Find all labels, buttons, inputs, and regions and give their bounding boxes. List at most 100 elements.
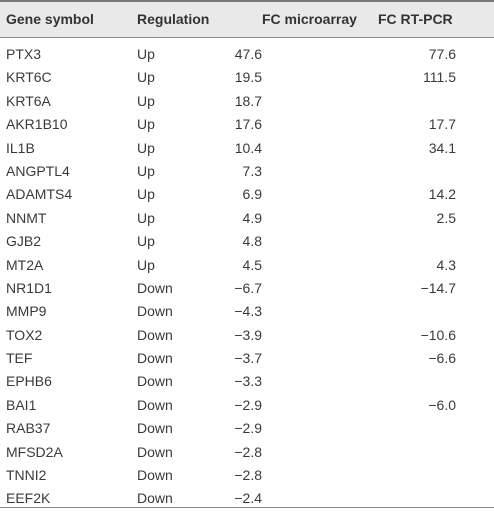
cell-gene-symbol: KRT6A [6,92,51,109]
cell-fc-microarray: −4.3 [234,303,262,320]
cell-fc-microarray: 6.9 [242,186,262,203]
cell-fc-rtpcr: −10.6 [420,326,456,343]
table-row: ANGPTL4 Up 7.3 [0,160,494,183]
table-row: AKR1B10 Up 17.6 17.7 [0,113,494,136]
cell-fc-microarray: 19.5 [234,69,262,86]
table-row: TOX2 Down −3.9 −10.6 [0,324,494,347]
cell-fc-rtpcr: 34.1 [428,139,456,156]
table-row: MFSD2A Down −2.8 [0,441,494,464]
cell-fc-microarray: −2.4 [234,490,262,507]
cell-gene-symbol: PTX3 [6,46,42,62]
cell-regulation: Up [137,162,155,179]
cell-regulation: Down [137,490,173,507]
cell-regulation: Down [137,279,173,296]
cell-fc-rtpcr: −14.7 [420,279,456,296]
cell-fc-rtpcr: −6.0 [428,396,456,413]
cell-regulation: Up [137,116,155,133]
cell-gene-symbol: MT2A [6,256,44,273]
cell-fc-rtpcr: 14.2 [428,186,456,203]
table-header-row: Gene symbol Regulation FC microarray FC … [0,2,494,37]
header-gene-symbol: Gene symbol [6,11,94,27]
cell-fc-microarray: 7.3 [242,162,262,179]
cell-fc-rtpcr: 111.5 [423,69,456,86]
cell-gene-symbol: MMP9 [6,303,47,320]
cell-gene-symbol: RAB37 [6,420,51,437]
cell-fc-rtpcr: 17.7 [428,116,456,133]
cell-fc-microarray: 18.7 [234,92,262,109]
table-row: TEF Down −3.7 −6.6 [0,347,494,370]
table-body: PTX3 Up 47.6 77.6 KRT6C Up 19.5 111.5 KRT6A Up 18.… [0,38,494,511]
cell-gene-symbol: KRT6C [6,69,52,86]
cell-gene-symbol: EEF2K [6,490,51,507]
cell-gene-symbol: AKR1B10 [6,116,68,133]
cell-regulation: Up [137,46,155,62]
cell-regulation: Down [137,303,173,320]
cell-gene-symbol: TNNI2 [6,467,47,484]
table-row: MMP9 Down −4.3 [0,300,494,323]
table-row: NNMT Up 4.9 2.5 [0,207,494,230]
header-regulation: Regulation [137,11,210,27]
header-fc-rtpcr: FC RT-PCR [378,11,453,27]
cell-fc-microarray: −2.9 [234,420,262,437]
cell-gene-symbol: ADAMTS4 [6,186,73,203]
table-row: EPHB6 Down −3.3 [0,370,494,393]
cell-regulation: Down [137,373,173,390]
cell-fc-microarray: 17.6 [234,116,262,133]
cell-regulation: Up [137,139,155,156]
cell-fc-rtpcr: −6.6 [428,350,456,367]
table-row: TNNI2 Down −2.8 [0,464,494,487]
table-row: PTX3 Up 47.6 77.6 [0,43,494,66]
table-row: KRT6C Up 19.5 111.5 [0,66,494,89]
cell-gene-symbol: NR1D1 [6,279,52,296]
cell-fc-microarray: 4.5 [242,256,262,273]
cell-fc-microarray: −2.8 [234,443,262,460]
cell-fc-microarray: −2.8 [234,467,262,484]
cell-gene-symbol: MFSD2A [6,443,63,460]
cell-gene-symbol: NNMT [6,209,47,226]
cell-regulation: Down [137,420,173,437]
cell-fc-microarray: 4.8 [242,233,262,250]
cell-regulation: Up [137,92,155,109]
header-rule [0,37,494,38]
table-row: RAB37 Down −2.9 [0,417,494,440]
cell-fc-microarray: 10.4 [234,139,262,156]
cell-gene-symbol: GJB2 [6,233,42,250]
cell-regulation: Down [137,326,173,343]
cell-fc-rtpcr: 77.6 [428,46,456,62]
cell-gene-symbol: ANGPTL4 [6,162,70,179]
top-rule [0,0,494,2]
cell-gene-symbol: BAI1 [6,396,37,413]
cell-regulation: Up [137,256,155,273]
cell-regulation: Up [137,233,155,250]
cell-regulation: Up [137,186,155,203]
cell-fc-microarray: 4.9 [242,209,262,226]
cell-regulation: Down [137,443,173,460]
cell-fc-microarray: −3.9 [234,326,262,343]
table-row: ADAMTS4 Up 6.9 14.2 [0,183,494,206]
table-row: EEF2K Down −2.4 [0,487,494,510]
cell-regulation: Down [137,350,173,367]
cell-fc-microarray: −3.3 [234,373,262,390]
cell-fc-microarray: −6.7 [234,279,262,296]
cell-regulation: Up [137,69,155,86]
cell-fc-rtpcr: 4.3 [436,256,456,273]
table-row: NR1D1 Down −6.7 −14.7 [0,277,494,300]
cell-fc-microarray: −3.7 [234,350,262,367]
table-row: MT2A Up 4.5 4.3 [0,254,494,277]
table-row: IL1B Up 10.4 34.1 [0,137,494,160]
table-row: KRT6A Up 18.7 [0,90,494,113]
bottom-rule [0,507,494,508]
cell-gene-symbol: TOX2 [6,326,43,343]
cell-fc-microarray: −2.9 [234,396,262,413]
cell-gene-symbol: TEF [6,350,33,367]
cell-fc-rtpcr: 2.5 [436,209,456,226]
header-fc-microarray: FC microarray [262,11,357,27]
cell-regulation: Up [137,209,155,226]
cell-regulation: Down [137,396,173,413]
cell-gene-symbol: EPHB6 [6,373,52,390]
table-row: GJB2 Up 4.8 [0,230,494,253]
cell-regulation: Down [137,467,173,484]
cell-gene-symbol: IL1B [6,139,35,156]
cell-fc-microarray: 47.6 [234,46,262,62]
